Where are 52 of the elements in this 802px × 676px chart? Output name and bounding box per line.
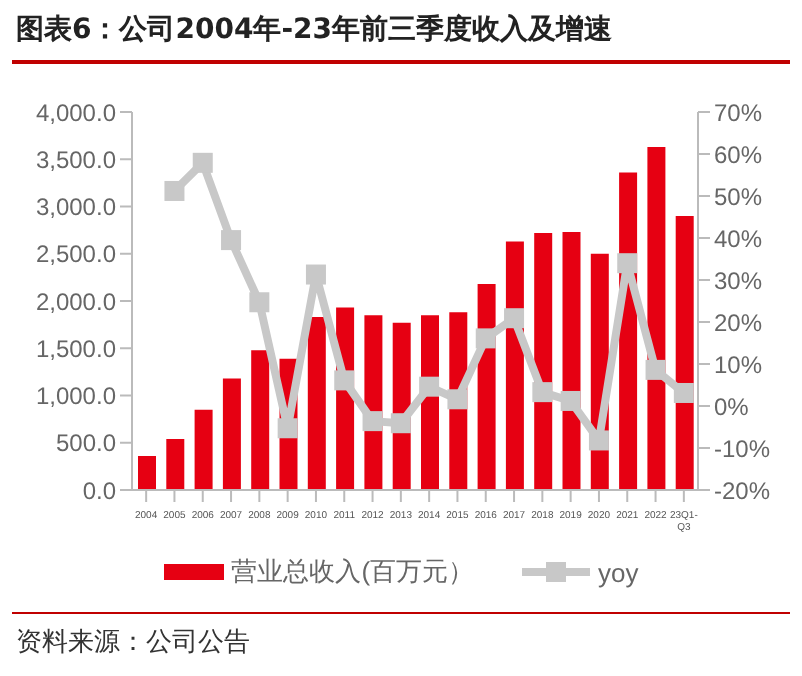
y2-tick-label: 30% [714, 266, 763, 295]
bar [675, 215, 694, 490]
point [617, 253, 638, 274]
bar [534, 232, 553, 490]
y-tick-label: 500.0 [55, 429, 117, 458]
y-tick-label: 1,000.0 [35, 382, 117, 411]
y2-tick-label: 70% [714, 98, 763, 127]
y2-tick-label: -10% [714, 434, 771, 463]
point [221, 230, 242, 251]
point [673, 382, 694, 403]
bar [647, 146, 666, 490]
point [532, 382, 553, 403]
point [164, 180, 185, 201]
y2-tick-label: -20% [714, 476, 771, 505]
point [192, 152, 213, 173]
y-tick-label: 1,500.0 [35, 334, 117, 363]
chart-title: 图表6：公司2004年-23年前三季度收入及增速 [16, 12, 612, 48]
bar [166, 438, 185, 490]
point [447, 389, 468, 410]
y2-tick-label: 60% [714, 140, 763, 169]
y2-tick-label: 10% [714, 350, 763, 379]
point [560, 390, 581, 411]
bar [222, 378, 241, 490]
point [588, 430, 609, 451]
bar [307, 317, 326, 490]
point [419, 376, 440, 397]
bar [251, 350, 270, 490]
y-tick-label: 3,000.0 [35, 193, 117, 222]
point [249, 292, 270, 313]
bar [562, 232, 581, 490]
y-tick-label: 2,000.0 [35, 287, 117, 316]
legend-label: yoy [598, 557, 639, 587]
y2-tick-label: 0% [714, 392, 750, 421]
y-tick-label: 2,500.0 [35, 240, 117, 269]
bar [194, 409, 213, 490]
point [277, 418, 298, 439]
point [645, 359, 666, 380]
y-tick-label: 3,500.0 [35, 145, 117, 174]
y-tick-label: 0.0 [82, 476, 117, 505]
point [504, 308, 525, 329]
legend-label: 营业总收入(百万元） [231, 554, 475, 590]
y2-tick-label: 50% [714, 182, 763, 211]
y2-tick-label: 20% [714, 308, 763, 337]
point [334, 370, 355, 391]
point [475, 328, 496, 349]
text: 资料来源：公司公告 [16, 626, 250, 660]
point [305, 264, 326, 285]
point [390, 413, 411, 434]
y2-tick-label: 40% [714, 224, 763, 253]
y-tick-label: 4,000.0 [35, 98, 117, 127]
bar [138, 455, 156, 490]
point [362, 411, 383, 432]
